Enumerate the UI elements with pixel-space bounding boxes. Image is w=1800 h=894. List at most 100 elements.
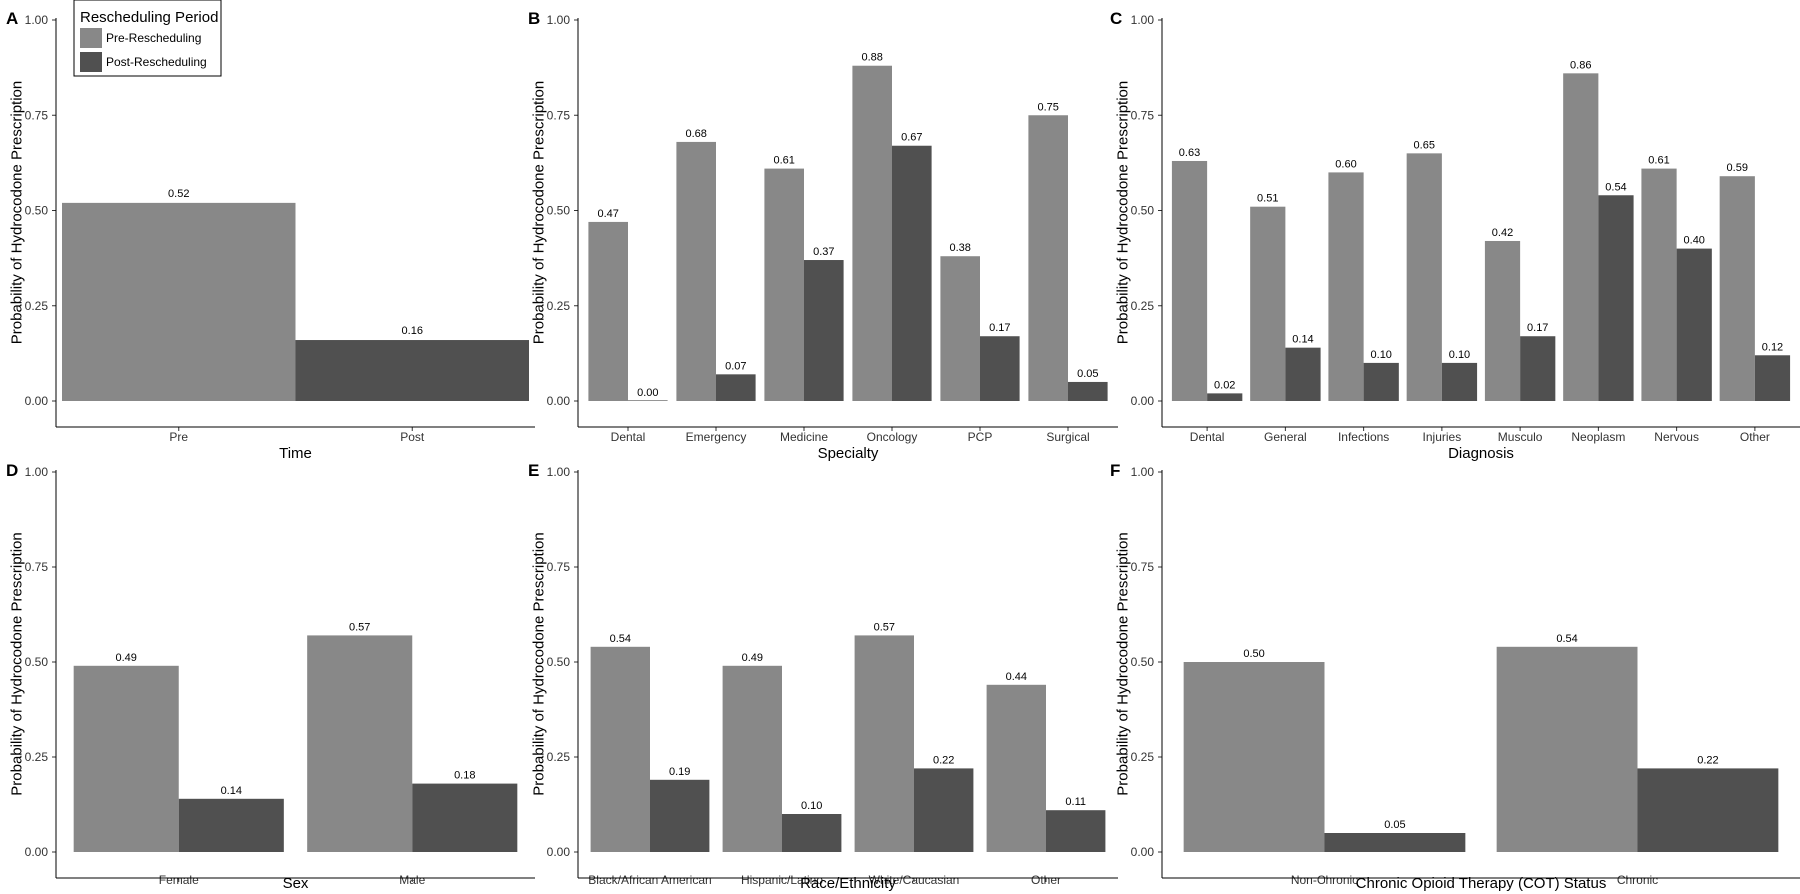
- y-tick-label: 1.00: [25, 465, 49, 479]
- post-bar: [1520, 336, 1556, 401]
- x-tick-label: Dental: [611, 430, 646, 444]
- data-label: 0.10: [801, 800, 822, 812]
- y-axis-label: Probability of Hydrocodone Prescription: [530, 81, 547, 344]
- y-tick-label: 0.00: [25, 394, 49, 408]
- panel-letter: F: [1110, 461, 1120, 480]
- data-label: 0.05: [1077, 368, 1098, 380]
- x-axis-label: Time: [279, 445, 312, 462]
- data-label: 0.49: [116, 652, 137, 664]
- data-label: 0.52: [168, 188, 189, 200]
- y-tick-label: 0.75: [1131, 560, 1155, 574]
- post-bar: [1676, 248, 1712, 401]
- data-label: 0.10: [1371, 349, 1392, 361]
- x-tick-label: Black/African American: [588, 873, 711, 887]
- y-tick-label: 0.25: [1131, 750, 1155, 764]
- post-bar: [1598, 195, 1634, 401]
- panel-e: E 0.00 0.25 0.50 0.75 1.00 Probability of Hydr…: [528, 461, 1118, 892]
- data-label: 0.12: [1762, 341, 1783, 353]
- x-tick-label: Chronic: [1617, 873, 1658, 887]
- pre-bar: [1183, 662, 1325, 852]
- post-bar: [914, 768, 974, 852]
- data-label: 0.17: [1527, 322, 1548, 334]
- y-tick-label: 0.50: [1131, 655, 1155, 669]
- bar-post: [295, 340, 529, 401]
- data-label: 0.22: [1697, 754, 1718, 766]
- data-label: 0.60: [1335, 158, 1356, 170]
- pre-bar: [764, 168, 804, 401]
- data-label: 0.19: [669, 766, 690, 778]
- y-tick-label: 1.00: [25, 13, 49, 27]
- y-tick-label: 0.50: [25, 655, 49, 669]
- x-tick-label: Pre: [169, 430, 188, 444]
- x-tick-label: Surgical: [1046, 430, 1089, 444]
- y-tick-label: 1.00: [1131, 13, 1155, 27]
- x-tick-label: Injuries: [1423, 430, 1462, 444]
- y-tick-label: 0.25: [25, 299, 49, 313]
- y-tick-label: 0.00: [1131, 845, 1155, 859]
- y-tick-label: 0.25: [1131, 299, 1155, 313]
- pre-bar: [1496, 646, 1638, 852]
- pre-bar: [307, 635, 413, 852]
- data-label: 0.68: [685, 128, 706, 140]
- x-tick-label: Musculo: [1498, 430, 1543, 444]
- pre-bar: [722, 665, 782, 852]
- data-label: 0.18: [454, 770, 475, 782]
- x-tick-label: Female: [159, 873, 199, 887]
- panel-c: C 0.00 0.25 0.50 0.75 1.00 Probability of Hydr…: [1110, 9, 1800, 462]
- panel-a: A 0.00 0.25 0.50 0.75 1.00 Probability of Hydr…: [6, 9, 535, 462]
- y-tick-label: 0.50: [25, 204, 49, 218]
- pre-bar: [588, 221, 628, 401]
- data-label: 0.37: [813, 246, 834, 258]
- x-tick-label: General: [1264, 430, 1307, 444]
- post-bar: [1046, 810, 1106, 852]
- panel-letter: B: [528, 9, 540, 28]
- data-label: 0.54: [1605, 181, 1626, 193]
- x-axis-label: Specialty: [818, 445, 879, 462]
- x-tick-label: Dental: [1190, 430, 1225, 444]
- legend-title: Rescheduling Period: [80, 9, 218, 26]
- data-label: 0.42: [1492, 227, 1513, 239]
- panel-letter: D: [6, 461, 18, 480]
- post-bar: [1441, 362, 1478, 401]
- data-label: 0.57: [349, 621, 370, 633]
- post-bar: [1637, 768, 1779, 852]
- data-label: 0.63: [1179, 147, 1200, 159]
- y-tick-label: 1.00: [547, 13, 571, 27]
- panel-letter: E: [528, 461, 539, 480]
- data-label: 0.51: [1257, 193, 1278, 205]
- pre-bar: [1328, 172, 1364, 401]
- data-label: 0.14: [1292, 334, 1313, 346]
- data-label: 0.59: [1727, 162, 1748, 174]
- data-label: 0.38: [949, 242, 970, 254]
- data-label: 0.54: [610, 633, 631, 645]
- x-tick-label: Hispanic/Latino: [741, 873, 823, 887]
- data-label: 0.05: [1384, 819, 1405, 831]
- y-tick-label: 0.50: [1131, 204, 1155, 218]
- x-tick-label: Male: [399, 873, 425, 887]
- x-axis-label: Chronic Opioid Therapy (COT) Status: [1356, 875, 1607, 892]
- data-label: 0.44: [1006, 671, 1027, 683]
- y-tick-label: 0.25: [547, 750, 571, 764]
- pre-bar: [940, 256, 980, 401]
- data-label: 0.02: [1214, 379, 1235, 391]
- data-label: 0.61: [773, 155, 794, 167]
- pre-bar: [1484, 240, 1521, 401]
- post-bar: [1754, 355, 1791, 401]
- data-label: 0.16: [402, 325, 423, 337]
- data-label: 0.14: [221, 785, 242, 797]
- y-tick-label: 0.00: [547, 394, 571, 408]
- legend-item-label: Pre-Rescheduling: [106, 31, 201, 45]
- y-axis-label: Probability of Hydrocodone Prescription: [8, 81, 25, 344]
- post-bar: [1285, 347, 1321, 401]
- y-tick-label: 0.50: [547, 655, 571, 669]
- data-label: 0.00: [637, 387, 658, 399]
- post-bar: [1363, 362, 1399, 401]
- y-tick-label: 0.75: [547, 108, 571, 122]
- x-tick-label: Emergency: [686, 430, 747, 444]
- post-bar: [980, 336, 1020, 401]
- y-axis-label: Probability of Hydrocodone Prescription: [530, 532, 547, 795]
- x-tick-label: Post: [400, 430, 425, 444]
- post-bar: [628, 400, 668, 401]
- y-tick-label: 0.25: [25, 750, 49, 764]
